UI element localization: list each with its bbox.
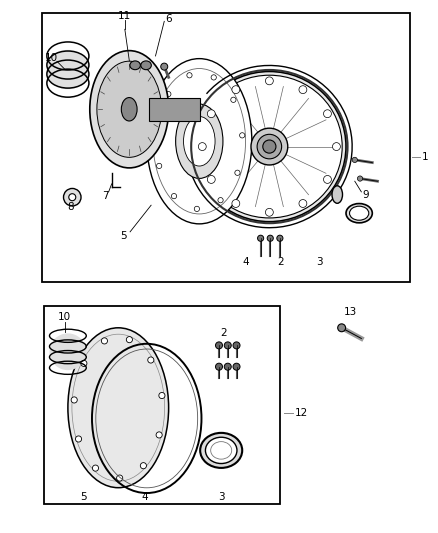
Ellipse shape	[161, 63, 168, 70]
Ellipse shape	[130, 61, 140, 70]
Text: 13: 13	[344, 307, 357, 317]
Text: 2: 2	[220, 328, 227, 338]
Text: 8: 8	[67, 202, 74, 212]
Ellipse shape	[64, 189, 81, 206]
Text: 12: 12	[295, 408, 308, 418]
Ellipse shape	[200, 433, 242, 468]
Ellipse shape	[101, 338, 107, 344]
Ellipse shape	[71, 397, 77, 403]
Ellipse shape	[231, 97, 236, 102]
Ellipse shape	[171, 193, 177, 199]
Ellipse shape	[257, 134, 282, 159]
Ellipse shape	[197, 75, 342, 218]
Ellipse shape	[277, 235, 283, 241]
Ellipse shape	[207, 110, 215, 118]
Ellipse shape	[141, 61, 151, 70]
Text: 6: 6	[165, 14, 172, 23]
Text: 4: 4	[141, 492, 148, 502]
Ellipse shape	[224, 363, 231, 370]
Ellipse shape	[207, 175, 215, 183]
Text: 3: 3	[218, 492, 225, 502]
Ellipse shape	[265, 77, 273, 85]
Ellipse shape	[97, 61, 162, 157]
Bar	[42, 13, 410, 282]
Ellipse shape	[166, 92, 171, 96]
Ellipse shape	[215, 342, 223, 349]
Ellipse shape	[232, 86, 240, 94]
Ellipse shape	[235, 170, 240, 175]
Text: 10: 10	[45, 53, 58, 62]
Text: 2: 2	[277, 257, 284, 267]
Ellipse shape	[338, 324, 346, 332]
Ellipse shape	[240, 133, 245, 138]
Ellipse shape	[75, 436, 81, 442]
Ellipse shape	[156, 163, 162, 168]
Ellipse shape	[184, 117, 215, 166]
Ellipse shape	[267, 235, 273, 241]
Ellipse shape	[176, 104, 223, 179]
Ellipse shape	[49, 333, 86, 370]
Ellipse shape	[117, 475, 123, 481]
Ellipse shape	[332, 186, 343, 203]
Text: 11: 11	[118, 11, 131, 21]
Ellipse shape	[69, 193, 76, 201]
Ellipse shape	[299, 199, 307, 207]
Ellipse shape	[265, 208, 273, 216]
Ellipse shape	[187, 72, 192, 78]
Text: 3: 3	[316, 257, 323, 267]
Ellipse shape	[324, 110, 332, 118]
Ellipse shape	[251, 128, 288, 165]
Ellipse shape	[218, 198, 223, 203]
Text: 7: 7	[102, 191, 109, 201]
Ellipse shape	[263, 140, 276, 153]
Ellipse shape	[352, 157, 357, 163]
Ellipse shape	[68, 328, 169, 488]
Ellipse shape	[350, 206, 369, 220]
Text: 1: 1	[421, 152, 428, 162]
Ellipse shape	[357, 176, 363, 181]
Ellipse shape	[346, 204, 372, 223]
Ellipse shape	[47, 50, 89, 89]
Ellipse shape	[92, 465, 99, 471]
Text: 10: 10	[58, 312, 71, 322]
Ellipse shape	[324, 175, 332, 183]
Bar	[149, 98, 200, 121]
Ellipse shape	[147, 59, 252, 224]
Ellipse shape	[198, 143, 206, 150]
Ellipse shape	[332, 143, 340, 150]
Ellipse shape	[224, 342, 231, 349]
Ellipse shape	[81, 360, 87, 367]
Ellipse shape	[90, 51, 169, 168]
Ellipse shape	[121, 98, 137, 121]
Ellipse shape	[205, 437, 237, 464]
Text: 9: 9	[362, 190, 369, 199]
Ellipse shape	[148, 357, 154, 363]
Text: 5: 5	[80, 492, 87, 502]
Ellipse shape	[159, 392, 165, 399]
Ellipse shape	[155, 125, 160, 131]
Ellipse shape	[233, 363, 240, 370]
Ellipse shape	[211, 75, 216, 80]
Ellipse shape	[193, 71, 346, 222]
Ellipse shape	[233, 342, 240, 349]
Ellipse shape	[140, 463, 146, 469]
Ellipse shape	[156, 432, 162, 438]
Ellipse shape	[299, 86, 307, 94]
Text: 5: 5	[120, 231, 127, 241]
Ellipse shape	[258, 235, 264, 241]
Ellipse shape	[215, 363, 223, 370]
Text: 4: 4	[242, 257, 249, 267]
Ellipse shape	[194, 206, 200, 212]
Ellipse shape	[232, 199, 240, 207]
Bar	[44, 306, 280, 504]
Ellipse shape	[126, 336, 132, 343]
